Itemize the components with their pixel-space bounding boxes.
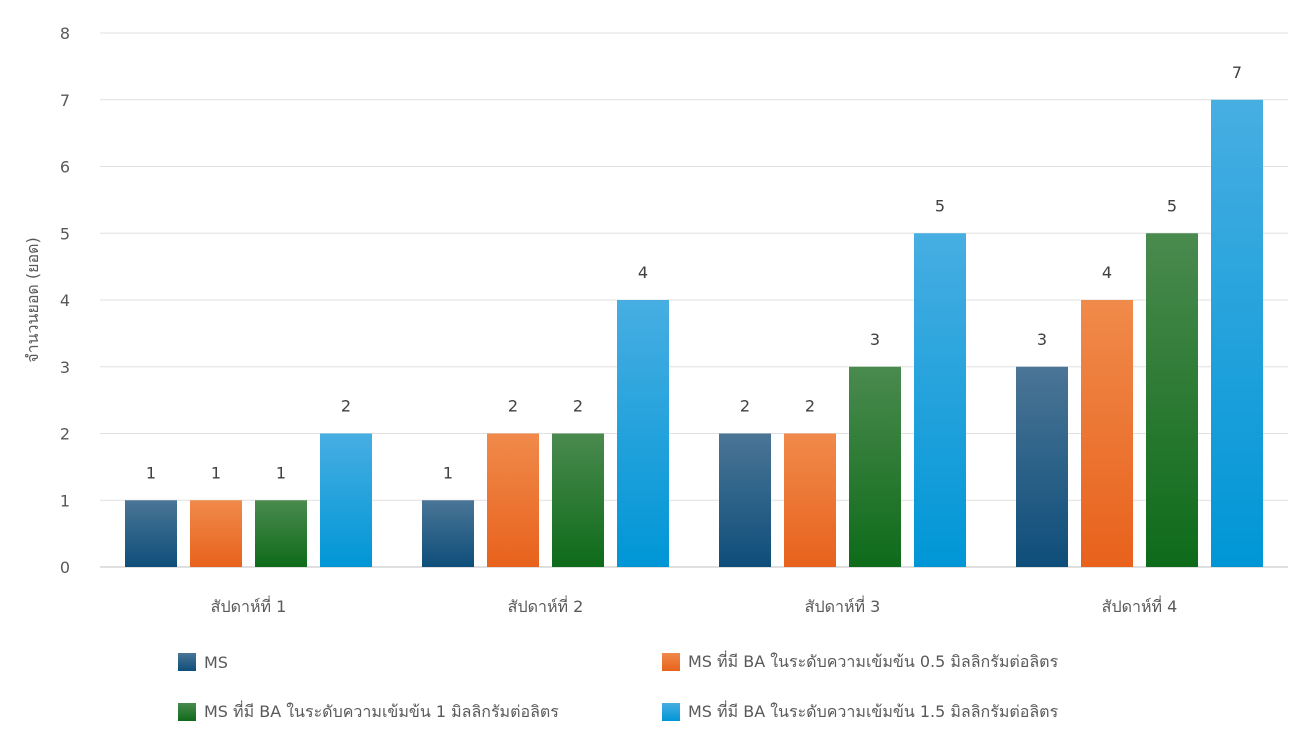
bar	[914, 233, 966, 567]
bar	[1081, 300, 1133, 567]
legend-swatch	[178, 703, 196, 721]
legend-item: MS ที่มี BA ในระดับความเข้มข้น 1.5 มิลลิ…	[662, 700, 1058, 724]
y-tick-label: 7	[60, 91, 70, 110]
x-category-label: สัปดาห์ที่ 2	[508, 595, 584, 616]
bar	[1146, 233, 1198, 567]
x-category-label: สัปดาห์ที่ 3	[805, 595, 881, 616]
bars	[125, 99, 1263, 567]
y-tick-label: 5	[60, 224, 70, 243]
data-label: 4	[1102, 263, 1112, 282]
legend-swatch	[662, 653, 680, 671]
legend: MS MS ที่มี BA ในระดับความเข้มข้น 0.5 มิล…	[178, 640, 1278, 730]
legend-label: MS ที่มี BA ในระดับความเข้มข้น 0.5 มิลลิ…	[688, 651, 1059, 671]
data-label: 2	[573, 397, 583, 416]
data-label: 3	[870, 330, 880, 349]
legend-item: MS ที่มี BA ในระดับความเข้มข้น 1 มิลลิกร…	[178, 700, 559, 724]
data-label: 2	[805, 397, 815, 416]
x-category-label: สัปดาห์ที่ 4	[1102, 595, 1178, 616]
data-label: 3	[1037, 330, 1047, 349]
legend-label: MS ที่มี BA ในระดับความเข้มข้น 1 มิลลิกร…	[204, 701, 559, 721]
y-tick-label: 1	[60, 491, 70, 510]
data-label: 4	[638, 263, 648, 282]
y-tick-label: 8	[60, 24, 70, 43]
x-axis-categories: สัปดาห์ที่ 1 สัปดาห์ที่ 2 สัปดาห์ที่ 3 สัปด…	[211, 595, 1178, 616]
y-tick-label: 4	[60, 291, 70, 310]
y-tick-label: 2	[60, 425, 70, 444]
legend-swatch	[662, 703, 680, 721]
bar	[849, 366, 901, 567]
bar	[617, 300, 669, 567]
data-label: 7	[1232, 63, 1242, 82]
bar	[1016, 366, 1068, 567]
y-tick-label: 0	[60, 558, 70, 577]
bar	[255, 500, 307, 567]
bar	[784, 433, 836, 567]
data-label: 1	[146, 463, 156, 482]
bar	[320, 433, 372, 567]
data-label: 2	[341, 397, 351, 416]
legend-item: MS ที่มี BA ในระดับความเข้มข้น 0.5 มิลลิ…	[662, 650, 1058, 674]
bar	[1211, 99, 1263, 567]
data-labels: 1 1 1 2 1 2 2 4 2 2 3 5 3 4 5 7	[146, 63, 1242, 483]
bar	[719, 433, 771, 567]
y-tick-label: 6	[60, 158, 70, 177]
data-label: 1	[276, 463, 286, 482]
y-axis-label: จำนวนยอด (ยอด)	[23, 237, 42, 363]
legend-item: MS	[178, 650, 228, 674]
y-tick-label: 3	[60, 358, 70, 377]
bar	[190, 500, 242, 567]
y-axis-ticks: 0 1 2 3 4 5 6 7 8	[60, 24, 70, 577]
bar	[487, 433, 539, 567]
data-label: 5	[935, 196, 945, 215]
legend-label: MS ที่มี BA ในระดับความเข้มข้น 1.5 มิลลิ…	[688, 701, 1059, 721]
data-label: 5	[1167, 196, 1177, 215]
legend-swatch	[178, 653, 196, 671]
data-label: 2	[740, 397, 750, 416]
data-label: 1	[443, 463, 453, 482]
data-label: 1	[211, 463, 221, 482]
bar	[422, 500, 474, 567]
legend-label: MS	[204, 652, 228, 672]
bar	[552, 433, 604, 567]
bar	[125, 500, 177, 567]
data-label: 2	[508, 397, 518, 416]
x-category-label: สัปดาห์ที่ 1	[211, 595, 287, 616]
